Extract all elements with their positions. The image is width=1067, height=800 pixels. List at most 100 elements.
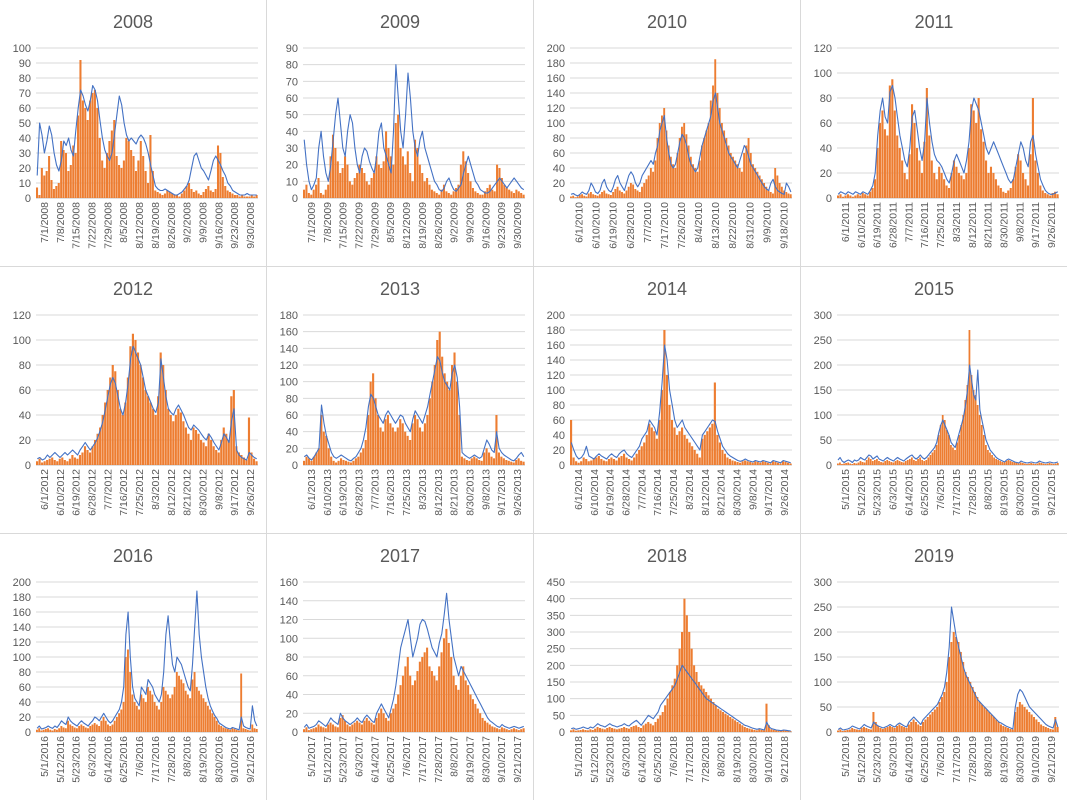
bar [902, 462, 905, 465]
bar [452, 191, 455, 198]
bar [991, 455, 993, 465]
bar [51, 457, 54, 465]
bar [500, 456, 503, 465]
y-tick-label: 400 [547, 594, 565, 606]
bar [1007, 190, 1010, 198]
bar [202, 698, 205, 732]
bar [493, 191, 496, 198]
bar [577, 730, 580, 732]
bar [587, 193, 590, 198]
x-tick-label: 5/12/2017 [322, 736, 334, 783]
bar [764, 462, 767, 465]
bar [706, 431, 709, 465]
bar [126, 377, 129, 465]
bar [409, 675, 412, 732]
bar [443, 373, 446, 465]
chart-svg: 2013 0 20 40 60 80 100 120 140 160 180 6/1/2013 6/10… [280, 279, 525, 516]
bar [705, 130, 708, 198]
bar [900, 462, 903, 465]
bar [73, 457, 76, 465]
bar [335, 462, 338, 465]
x-tick-label: 7/29/2008 [102, 202, 114, 249]
bar [983, 707, 986, 732]
bar [344, 460, 348, 465]
bar [67, 720, 69, 732]
y-tick-label: 140 [280, 596, 298, 608]
bar [967, 148, 970, 198]
bar [1029, 154, 1032, 198]
bar [155, 705, 158, 732]
y-tick-label: 100 [13, 43, 31, 55]
bar [394, 123, 397, 198]
bar [68, 458, 71, 465]
bar [411, 685, 414, 733]
bar [960, 175, 963, 198]
bar [743, 727, 746, 732]
bar [433, 365, 436, 465]
x-tick-label: 9/26/2014 [779, 469, 791, 516]
bar [474, 703, 477, 733]
bar [867, 457, 870, 465]
bar [238, 196, 241, 198]
bar [184, 690, 187, 732]
bar [578, 195, 581, 198]
bar [58, 728, 61, 732]
bar [782, 730, 785, 732]
bar [356, 173, 359, 198]
bar [930, 160, 933, 198]
x-tick-label: 5/1/2015 [840, 469, 852, 510]
bar [767, 190, 770, 198]
bar [399, 419, 402, 465]
bar [81, 452, 84, 465]
bar [570, 196, 572, 198]
bar [369, 381, 372, 465]
bar [1046, 194, 1049, 198]
x-tick-label: 6/28/2010 [625, 202, 637, 249]
bar [1040, 724, 1043, 732]
bar [615, 729, 618, 732]
bar [193, 672, 196, 732]
y-tick-label: 120 [13, 637, 31, 649]
bar [114, 371, 117, 465]
bar [428, 398, 431, 465]
bar [358, 164, 361, 198]
bar [855, 729, 858, 732]
x-tick-label: 6/1/2014 [573, 469, 585, 510]
y-tick-label: 50 [820, 702, 832, 714]
x-tick-label: 9/9/2009 [465, 202, 477, 243]
bar [250, 452, 253, 465]
bar [859, 195, 862, 198]
bar [45, 171, 48, 198]
bar [190, 189, 193, 198]
bar [648, 423, 651, 465]
bar [1019, 462, 1022, 465]
bar [763, 730, 766, 732]
bar [414, 139, 417, 198]
x-tick-label: 5/23/2015 [872, 469, 884, 516]
bar [129, 672, 132, 732]
x-tick-label: 9/21/2018 [779, 736, 791, 783]
bar [577, 462, 580, 465]
bar [102, 717, 105, 732]
bar [943, 420, 946, 465]
bar [607, 459, 610, 465]
bar [42, 729, 45, 732]
bar [772, 193, 774, 198]
bar [618, 190, 621, 198]
bar [972, 110, 975, 198]
x-tick-label: 7/7/2014 [636, 469, 648, 510]
bar [483, 720, 487, 732]
y-tick-label: 0 [826, 727, 832, 739]
bar [522, 194, 525, 198]
chart-panel-2009: 2009 0 10 20 30 40 50 60 70 80 90 7/1/2009 7/8/2009 7… [267, 0, 533, 266]
bar [86, 120, 89, 198]
bar [237, 452, 240, 465]
y-tick-label: 100 [13, 652, 31, 664]
bar [421, 657, 424, 732]
x-tick-label: 8/19/2015 [999, 469, 1011, 516]
bar [876, 459, 878, 465]
bar [322, 431, 325, 465]
bar [136, 352, 140, 465]
bar [985, 160, 988, 198]
bar [749, 462, 752, 465]
